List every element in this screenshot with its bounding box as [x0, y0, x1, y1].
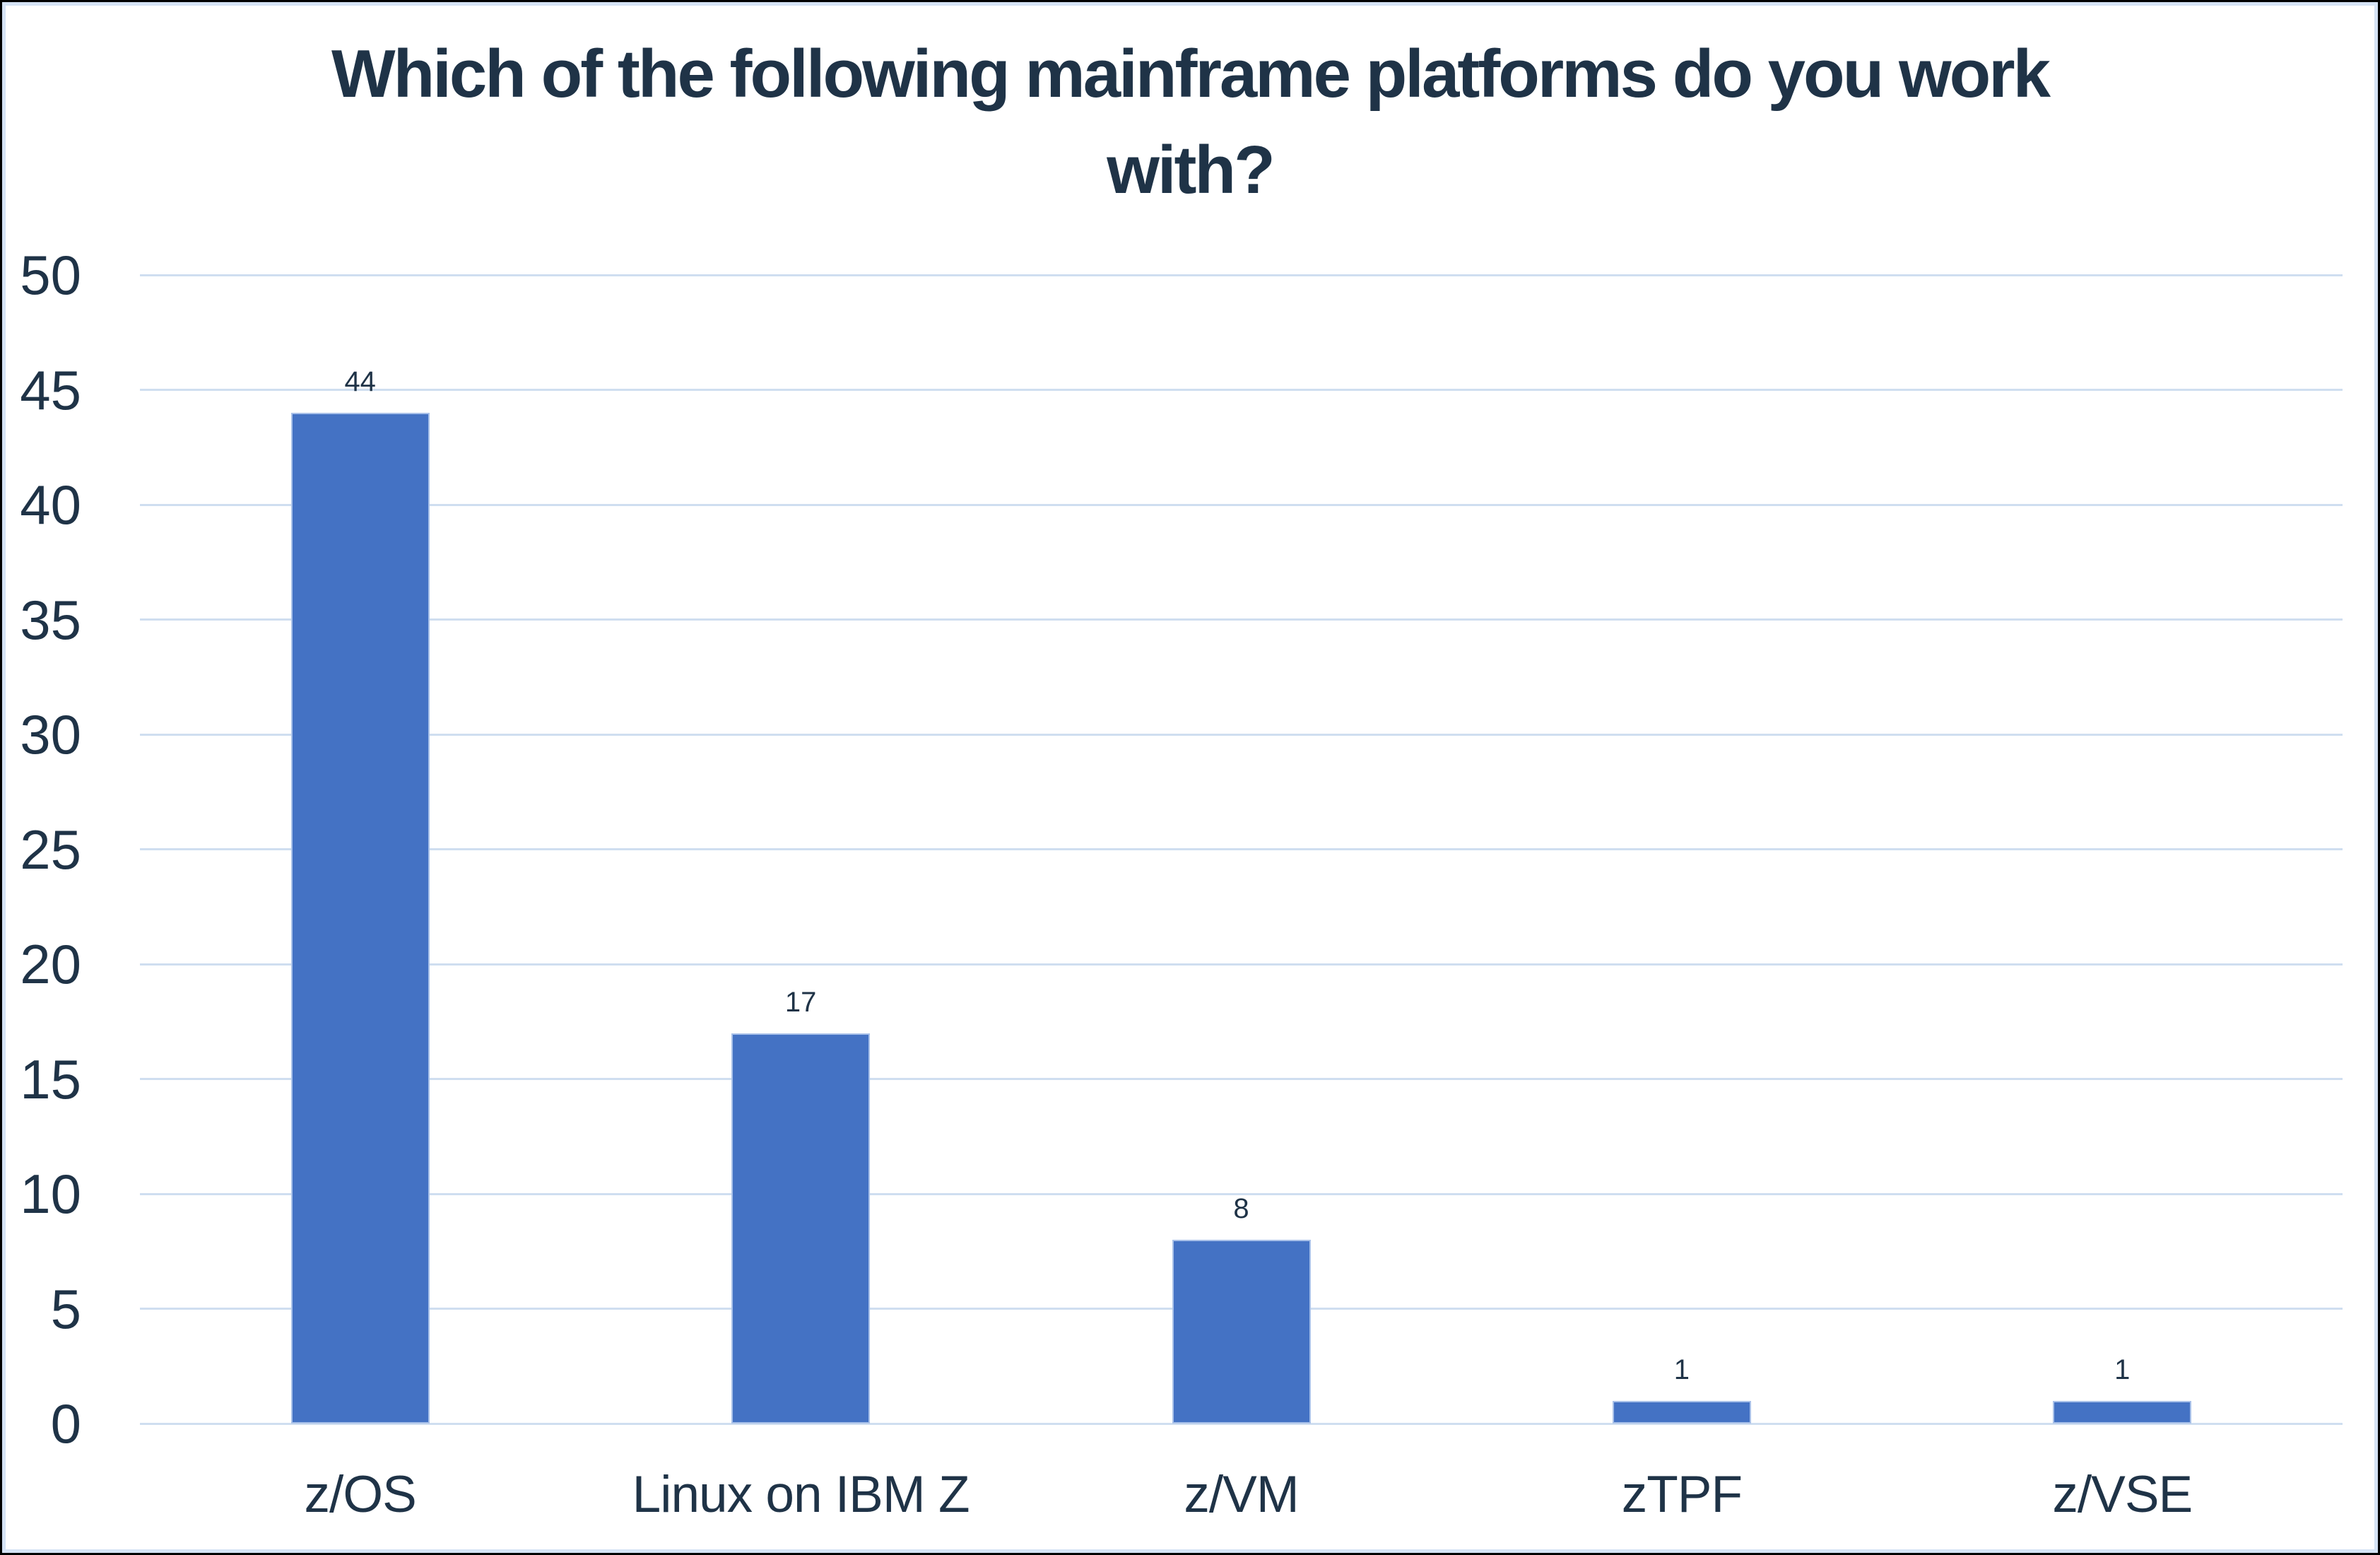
y-axis-tick-label: 15: [20, 1048, 81, 1110]
chart-title: Which of the following mainframe platfor…: [2, 26, 2378, 218]
gridline: [140, 1078, 2343, 1080]
gridline: [140, 1192, 2343, 1195]
gridline: [140, 274, 2343, 276]
bar-value-label: 1: [1673, 1354, 1690, 1385]
y-axis-tick-label: 10: [20, 1163, 81, 1225]
bar-value-label: 8: [1233, 1193, 1249, 1224]
gridline: [140, 848, 2343, 850]
y-axis-tick-label: 40: [20, 474, 81, 536]
bar: [2053, 1400, 2192, 1424]
chart-title-line-1: Which of the following mainframe platfor…: [331, 36, 2051, 112]
gridline: [140, 503, 2343, 506]
x-axis-category-label: Linux on IBM Z: [632, 1466, 970, 1523]
chart-title-line-2: with?: [1107, 132, 1276, 208]
y-axis-tick-label: 25: [20, 818, 81, 881]
bar: [1172, 1240, 1311, 1424]
y-axis-tick-label: 35: [20, 588, 81, 651]
x-axis-category-label: z/OS: [304, 1466, 417, 1523]
gridline: [140, 618, 2343, 621]
y-axis-tick-label: 5: [50, 1277, 81, 1340]
gridline: [140, 733, 2343, 736]
bar: [1612, 1400, 1751, 1424]
y-axis-tick-label: 20: [20, 933, 81, 995]
y-axis-tick-label: 45: [20, 358, 81, 421]
gridline: [140, 389, 2343, 391]
y-axis-tick-label: 50: [20, 244, 81, 306]
bar: [731, 1033, 871, 1424]
bar-value-label: 1: [2114, 1354, 2131, 1385]
x-axis-category-label: z/VSE: [2052, 1466, 2193, 1523]
x-axis-category-label: zTPF: [1621, 1466, 1743, 1523]
y-axis-tick-label: 30: [20, 703, 81, 765]
gridline: [140, 963, 2343, 966]
bar: [290, 413, 430, 1424]
gridline: [140, 1422, 2343, 1425]
y-axis-tick-label: 0: [50, 1392, 81, 1455]
x-axis-category-label: z/VM: [1184, 1466, 1299, 1523]
bar-value-label: 17: [784, 986, 817, 1018]
bar-value-label: 44: [344, 366, 376, 397]
